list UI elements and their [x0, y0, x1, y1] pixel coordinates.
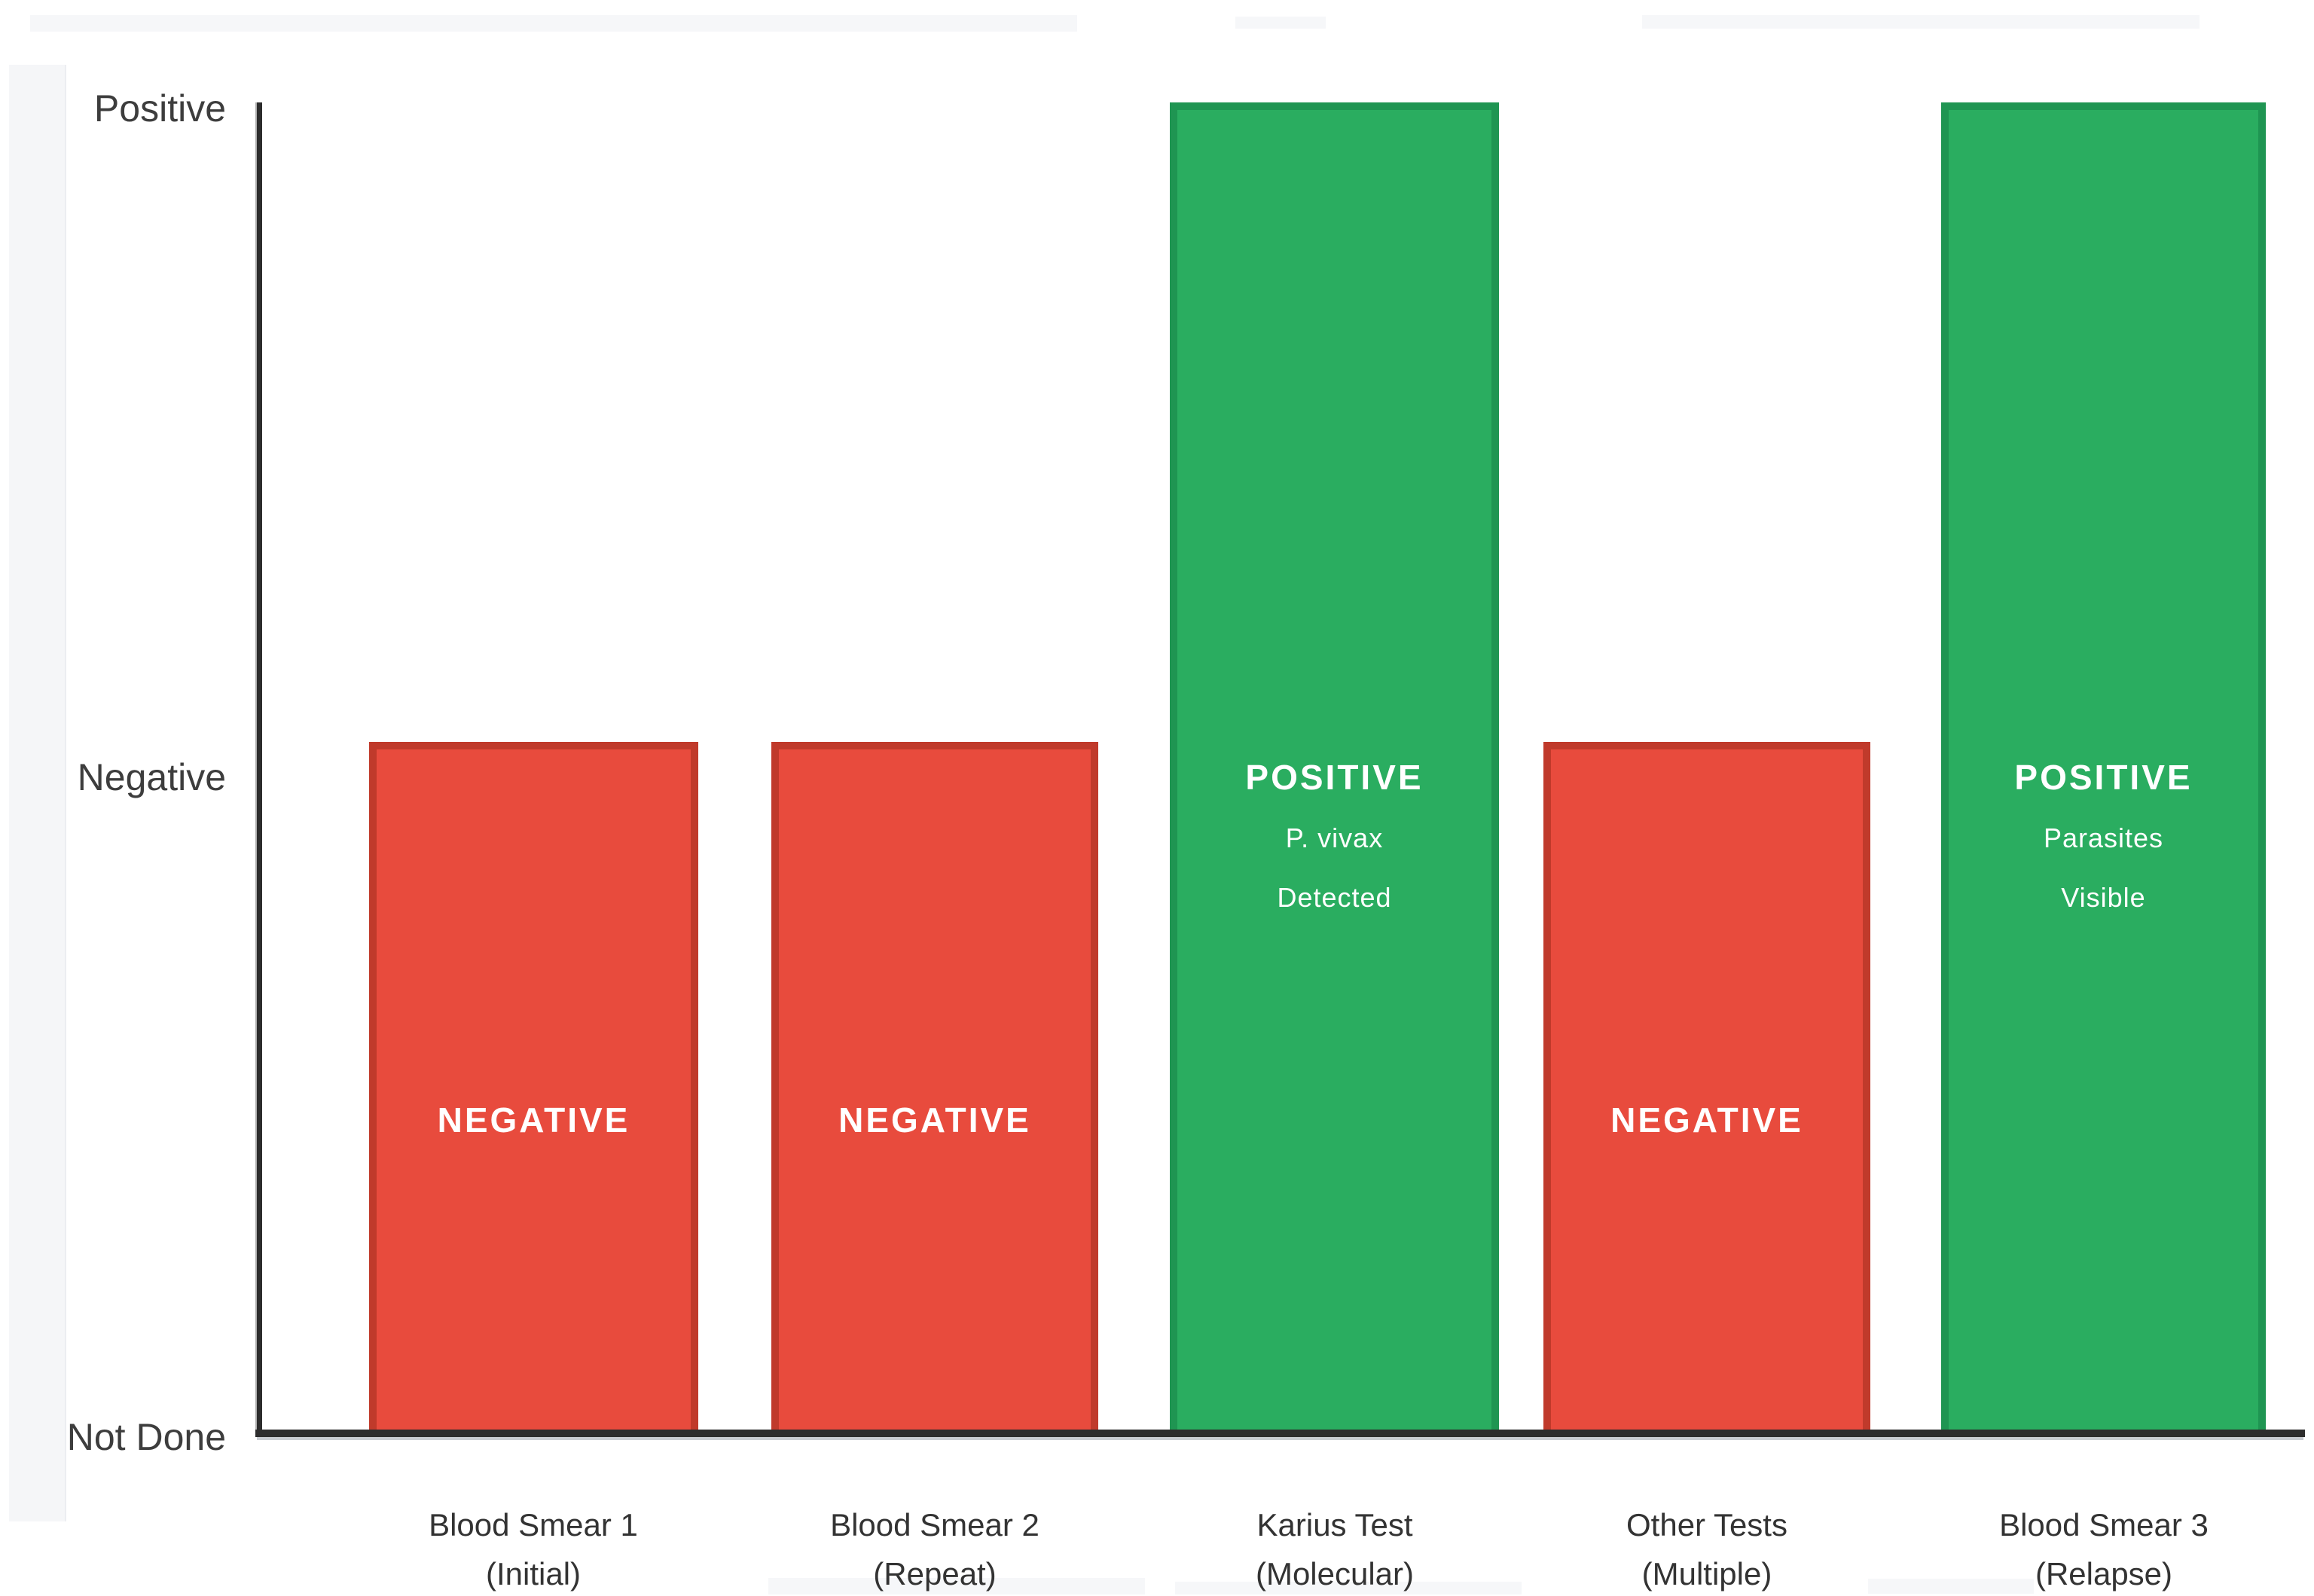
- bar-detail-label: Parasites: [2043, 822, 2164, 853]
- y-axis-line: [255, 102, 262, 1437]
- top-artifact-1: [30, 15, 1077, 32]
- bottom-artifact-3: [1868, 1579, 2034, 1594]
- x-tick-karius-test-line1: Karius Test: [1256, 1507, 1413, 1543]
- x-tick-blood-smear-2-line1: Blood Smear 2: [830, 1507, 1039, 1543]
- bar-blood-smear-1: NEGATIVE: [369, 742, 698, 1430]
- bar-result-label: POSITIVE: [1245, 758, 1424, 797]
- x-tick-blood-smear-3-line2: (Relapse): [2035, 1556, 2173, 1591]
- bar-detail-label: P. vivax: [1285, 822, 1384, 853]
- bar-result-label: NEGATIVE: [838, 1100, 1031, 1140]
- bar-result-label: NEGATIVE: [1610, 1100, 1803, 1140]
- x-tick-blood-smear-1-line1: Blood Smear 1: [429, 1507, 638, 1543]
- x-tick-blood-smear-2-line2: (Repeat): [873, 1556, 997, 1591]
- bar-result-label: POSITIVE: [2014, 758, 2193, 797]
- x-tick-blood-smear-3-line1: Blood Smear 3: [1999, 1507, 2209, 1543]
- bar-karius-test: POSITIVE P. vivax Detected: [1170, 102, 1499, 1430]
- top-artifact-2: [1235, 17, 1326, 29]
- bottom-artifact-1: [768, 1578, 1145, 1594]
- left-edge-artifact: [9, 65, 66, 1521]
- bar-blood-smear-2: NEGATIVE: [771, 742, 1098, 1430]
- bar-detail-label: Visible: [2061, 882, 2146, 913]
- bar-blood-smear-3: POSITIVE Parasites Visible: [1941, 102, 2266, 1430]
- y-tick-positive: Positive: [93, 87, 226, 130]
- bar-result-label: NEGATIVE: [437, 1100, 630, 1140]
- x-tick-other-tests-line2: (Multiple): [1641, 1556, 1772, 1591]
- y-tick-not-done: Not Done: [66, 1416, 226, 1458]
- bottom-artifact-2: [1175, 1582, 1522, 1594]
- y-tick-negative: Negative: [77, 756, 226, 798]
- top-artifact-3: [1642, 15, 2200, 29]
- x-axis-line: [255, 1430, 2305, 1437]
- x-tick-other-tests-line1: Other Tests: [1626, 1507, 1787, 1543]
- bar-other-tests: NEGATIVE: [1543, 742, 1870, 1430]
- x-tick-blood-smear-1-line2: (Initial): [485, 1556, 582, 1591]
- x-tick-karius-test-line2: (Molecular): [1255, 1556, 1415, 1591]
- bar-detail-label: Detected: [1277, 882, 1392, 913]
